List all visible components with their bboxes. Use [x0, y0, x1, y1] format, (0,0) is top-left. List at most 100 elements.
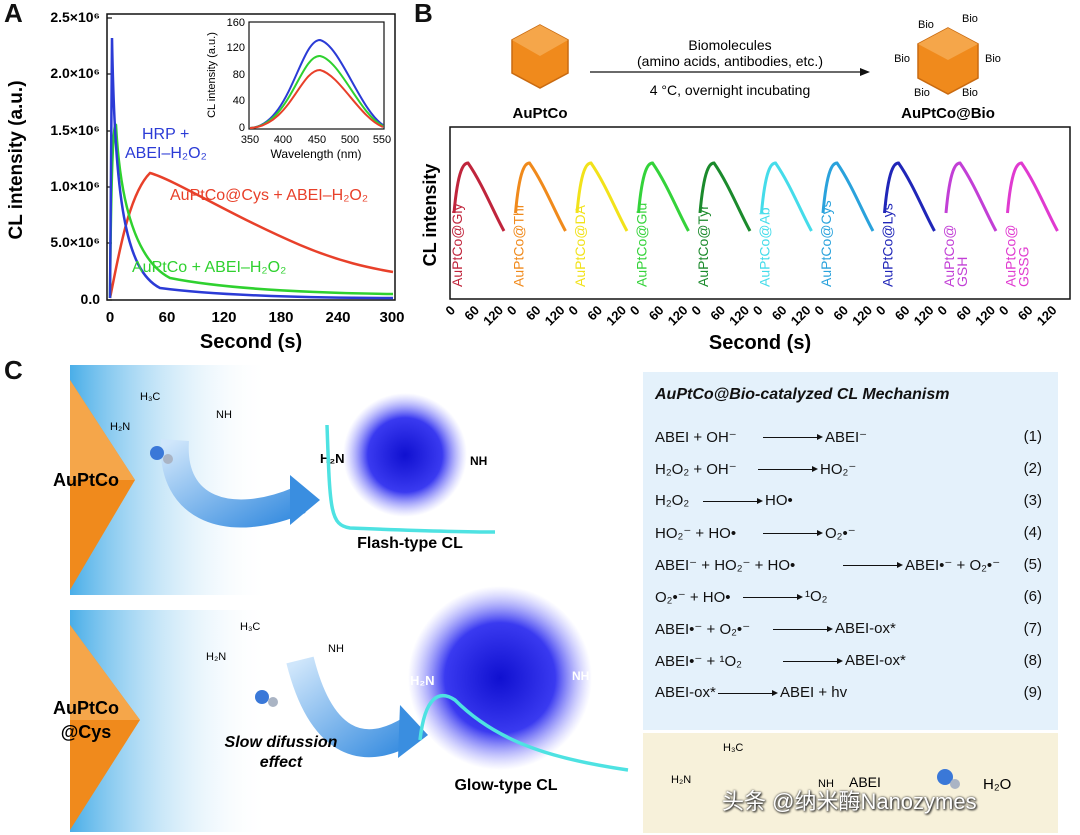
- panel-b-xtick: 120: [911, 303, 937, 329]
- equation-arrow: [718, 690, 778, 696]
- panel-b-xtick: 60: [523, 303, 544, 324]
- equation-lhs: HO₂⁻ + HO•: [655, 525, 737, 542]
- panel-b-xtick: 120: [788, 303, 814, 329]
- svg-text:550: 550: [373, 134, 391, 146]
- svg-text:80: 80: [233, 69, 245, 81]
- panel-b-ylabel: CL intensity: [420, 164, 440, 267]
- panel-b-group-label: AuPtCo@: [1003, 225, 1019, 287]
- equation-lhs: H₂O₂ + OH⁻: [655, 461, 737, 478]
- panel-b-group-label: AuPtCo@Ab: [757, 207, 773, 287]
- equation-row: ABEI-ox* ABEI + hv (9): [655, 680, 1050, 706]
- svg-text:H₂N: H₂N: [671, 774, 691, 786]
- svg-text:350: 350: [241, 134, 259, 146]
- svg-text:NH: NH: [572, 669, 589, 683]
- svg-text:400: 400: [274, 134, 292, 146]
- equation-rhs: ABEI⁻: [825, 429, 868, 446]
- panel-b-group-label: AuPtCo@Cys: [818, 200, 834, 287]
- annot-hrp2: ABEI–H₂O₂: [125, 145, 207, 162]
- panel-b-group-label: AuPtCo@: [941, 225, 957, 287]
- panel-b-xtick: 0: [627, 303, 643, 319]
- svg-text:H₂N: H₂N: [410, 673, 435, 688]
- equation-rhs: ABEI-ox*: [845, 652, 906, 669]
- svg-text:(amino acids, antibodies, etc.: (amino acids, antibodies, etc.): [637, 53, 823, 69]
- c-slow2: effect: [260, 754, 303, 771]
- svg-text:Biomolecules: Biomolecules: [688, 37, 771, 53]
- panel-b-xtick: 60: [646, 303, 667, 324]
- equation-number: (1): [1023, 428, 1042, 445]
- equation-row: O₂•⁻ + HO• ¹O₂ (6): [655, 584, 1050, 610]
- equation-number: (6): [1023, 588, 1042, 605]
- equation-rhs: ABEI-ox*: [835, 620, 896, 637]
- xtick-4: 240: [325, 309, 350, 326]
- panel-b-xlabel: Second (s): [709, 332, 811, 354]
- svg-text:160: 160: [227, 17, 245, 29]
- svg-text:NH: NH: [818, 778, 834, 790]
- panel-a-xticks: 0 60 120 180 240 300: [106, 309, 405, 326]
- equation-arrow: [843, 562, 903, 568]
- svg-text:H₃C: H₃C: [723, 742, 743, 754]
- panel-a-xlabel: Second (s): [200, 331, 302, 353]
- svg-text:Bio: Bio: [985, 53, 1001, 65]
- equation-arrow: [743, 594, 803, 600]
- svg-text:H₃C: H₃C: [240, 621, 260, 633]
- xtick-5: 300: [379, 309, 404, 326]
- panel-a-plot-frame: [106, 13, 396, 301]
- panel-b-group-label: GSH: [954, 257, 970, 287]
- panel-b-group-label: GSSG: [1016, 247, 1032, 287]
- panel-b-curve: [698, 161, 752, 232]
- svg-text:NH: NH: [216, 409, 232, 421]
- panel-b-xtick: 60: [769, 303, 790, 324]
- ytick-5: 2.5×10⁶: [50, 9, 100, 25]
- panel-b-xtick: 60: [892, 303, 913, 324]
- panel-b-xtick: 120: [603, 303, 629, 329]
- ytick-3: 1.5×10⁶: [50, 122, 100, 138]
- panel-b-xtick: 0: [750, 303, 766, 319]
- panel-b-xtick: 60: [707, 303, 728, 324]
- equation-lhs: ABEI•⁻ + O₂•⁻: [655, 621, 751, 638]
- equation-arrow: [758, 466, 818, 472]
- svg-text:CL intensity (a.u.): CL intensity (a.u.): [206, 32, 218, 118]
- svg-text:Bio: Bio: [914, 87, 930, 99]
- legend-abei-label: ABEI: [849, 774, 881, 790]
- equation-row: HO₂⁻ + HO• O₂•⁻ (4): [655, 520, 1050, 546]
- svg-text:Wavelength (nm): Wavelength (nm): [271, 147, 362, 161]
- c-top-label: AuPtCo: [53, 470, 119, 490]
- svg-text:450: 450: [308, 134, 326, 146]
- equation-row: ABEI•⁻ + ¹O₂ ABEI-ox* (8): [655, 648, 1050, 674]
- svg-text:0: 0: [239, 122, 245, 134]
- xtick-3: 180: [268, 309, 293, 326]
- ytick-2: 1.0×10⁶: [50, 178, 100, 194]
- panel-b-group-label: AuPtCo@DA: [572, 204, 588, 287]
- panel-b-xtick: 0: [873, 303, 889, 319]
- panel-b-xtick: 60: [953, 303, 974, 324]
- svg-text:4 °C, overnight incubating: 4 °C, overnight incubating: [650, 82, 810, 98]
- svg-text:40: 40: [233, 95, 245, 107]
- equation-arrow: [703, 498, 763, 504]
- ytick-4: 2.0×10⁶: [50, 65, 100, 81]
- panel-a-label: A: [4, 0, 23, 28]
- panel-b-curve: [944, 161, 998, 232]
- svg-text:Bio: Bio: [918, 19, 934, 31]
- panel-b-xtick: 120: [972, 303, 998, 329]
- equation-number: (8): [1023, 652, 1042, 669]
- equation-rhs: HO•: [765, 492, 793, 509]
- equation-rhs: ¹O₂: [805, 588, 828, 605]
- curve-hrp: [108, 37, 394, 300]
- equation-row: ABEI⁻ + HO₂⁻ + HO• ABEI•⁻ + O₂•⁻ (5): [655, 552, 1050, 578]
- equation-arrow: [783, 658, 843, 664]
- panel-b-xtick: 60: [1015, 303, 1036, 324]
- equation-rhs: ABEI•⁻ + O₂•⁻: [905, 557, 1001, 574]
- equation-arrow: [763, 530, 823, 536]
- scheme-right-label: AuPtCo@Bio: [901, 105, 995, 122]
- xtick-1: 60: [159, 309, 176, 326]
- svg-text:H₂N: H₂N: [110, 421, 130, 433]
- panel-a-chart: 0.0 5.0×10⁶ 1.0×10⁶ 1.5×10⁶ 2.0×10⁶ 2.5×…: [6, 9, 405, 353]
